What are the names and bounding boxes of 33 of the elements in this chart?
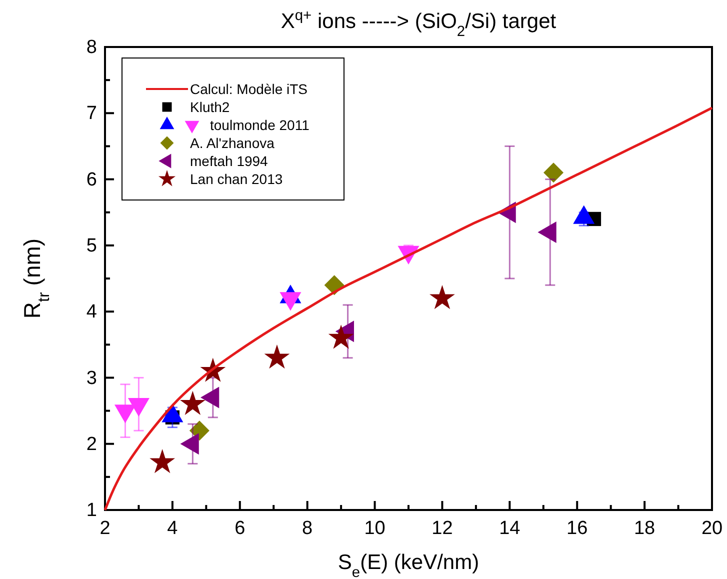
point: [189, 420, 210, 441]
y-tick-label: 8: [86, 37, 97, 58]
x-tick-label: 18: [634, 518, 656, 539]
legend-label: meftah 1994: [190, 153, 268, 169]
legend-label: A. Al'zhanova: [190, 135, 275, 151]
y-tick-label: 6: [86, 169, 97, 190]
x-tick-label: 14: [499, 518, 521, 539]
x-tick-label: 4: [167, 518, 178, 539]
y-tick-label: 7: [86, 103, 97, 124]
y-tick-label: 3: [86, 368, 97, 389]
x-tick-label: 2: [100, 518, 110, 539]
x-tick-label: 12: [432, 518, 453, 539]
point: [544, 162, 564, 183]
x-tick-label: 20: [701, 518, 723, 539]
point: [180, 390, 206, 415]
legend-label: Lan chan 2013: [190, 171, 283, 187]
y-tick-label: 5: [86, 236, 97, 257]
x-tick-label: 6: [234, 518, 246, 539]
legend-label: toulmonde 2011: [210, 117, 310, 133]
x-tick-label: 8: [302, 518, 313, 539]
point: [328, 324, 354, 349]
y-tick-label: 4: [86, 302, 98, 323]
point: [430, 284, 455, 310]
x-axis-title: S$_{e}$(E) (keV/nm): [338, 551, 480, 579]
chart-title: X$^{q+}$ ions -----> (SiO$_{2}$/Si) target: [280, 8, 556, 40]
x-tick-label: 16: [566, 518, 588, 539]
y-tick-label: 1: [86, 500, 97, 522]
point: [264, 344, 290, 369]
y-tick-label: 2: [86, 434, 97, 455]
legend-label: Calcul: Modèle iTS: [190, 81, 308, 97]
x-tick-label: 10: [364, 518, 386, 539]
point: [150, 449, 176, 474]
legend-label: Kluth2: [190, 99, 230, 115]
